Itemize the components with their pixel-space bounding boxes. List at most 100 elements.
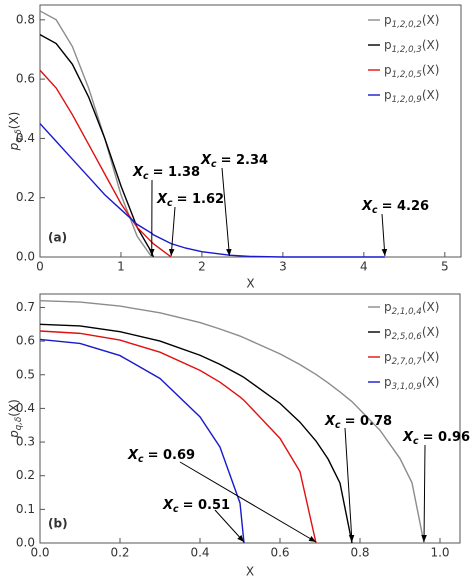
- annotation-arrow: [179, 461, 317, 543]
- annotation-part: c: [138, 454, 144, 465]
- y-tick-label: 0.2: [16, 468, 35, 482]
- x-tick-label: 0.8: [350, 546, 369, 560]
- series-line: [39, 323, 353, 544]
- legend-label: p2,5,0,6(X): [384, 325, 439, 342]
- legend-label: p3,1,0,9(X): [384, 375, 439, 392]
- annotation-part: = 0.78: [345, 414, 393, 429]
- legend-label-part: (X): [422, 88, 440, 102]
- legend-label-part: p: [384, 88, 392, 102]
- legend-label-part: 2,1,0,4: [392, 307, 422, 317]
- x-tick-label: 0.4: [190, 546, 209, 560]
- annotation: Xc = 1.62: [156, 192, 224, 209]
- annotation-arrow: [168, 206, 176, 257]
- x-tick-label: 1: [117, 260, 125, 274]
- annotation-arrow: [381, 213, 388, 257]
- legend-label-part: (X): [422, 300, 440, 314]
- y-axis-label-part: q,δ: [14, 129, 24, 143]
- y-tick-label: 0.7: [16, 300, 35, 314]
- annotation-arrow: [214, 509, 245, 543]
- legend-label-part: p: [384, 13, 392, 27]
- series-line: [39, 338, 245, 544]
- y-tick-label: 0.4: [16, 131, 35, 145]
- annotation-part: c: [335, 420, 341, 431]
- x-tick-label: 2: [198, 260, 206, 274]
- series-line: [39, 123, 385, 258]
- annotation-part: c: [211, 159, 217, 170]
- legend-label: p1,2,0,3(X): [384, 38, 439, 55]
- annotation-part: = 0.96: [423, 430, 471, 445]
- series-line: [39, 10, 153, 258]
- y-tick-label: 0.5: [16, 367, 35, 381]
- legend-label-part: (X): [422, 63, 440, 77]
- legend-label-part: 1,2,0,3: [392, 45, 422, 55]
- y-axis-label-part: q,δ: [14, 417, 24, 431]
- annotation-part: c: [167, 198, 173, 209]
- x-tick-label: 1.0: [430, 546, 449, 560]
- legend-label-part: 2,5,0,6: [392, 332, 423, 342]
- annotation-part: c: [173, 504, 179, 515]
- annotation-part: X: [156, 192, 168, 207]
- plot-frame: [39, 4, 462, 258]
- annotation-part: X: [162, 498, 174, 513]
- legend-label-part: p: [384, 350, 392, 364]
- legend-label-part: 1,2,0,5: [392, 70, 423, 80]
- x-axis-label: X: [246, 277, 254, 291]
- y-axis-label-part: (X): [7, 399, 21, 417]
- y-tick-label: 0.8: [16, 12, 35, 26]
- y-tick-label: 0.6: [16, 334, 35, 348]
- legend-label-part: p: [384, 300, 392, 314]
- legend-label: p1,2,0,9(X): [384, 88, 439, 105]
- legend-label-part: p: [384, 63, 392, 77]
- annotation: Xc = 0.96: [402, 430, 470, 447]
- annotation: Xc = 1.38: [132, 165, 200, 182]
- annotation-part: X: [361, 199, 373, 214]
- legend-label-part: p: [384, 38, 392, 52]
- x-tick-label: 0.0: [30, 546, 49, 560]
- annotation-arrow: [421, 444, 427, 543]
- legend-label-part: (X): [422, 375, 440, 389]
- y-tick-label: 0.2: [16, 190, 35, 204]
- y-tick-label: 0.6: [16, 72, 35, 86]
- series-line: [39, 69, 172, 258]
- legend-label-part: 2,7,0,7: [392, 357, 423, 367]
- series-line: [39, 300, 425, 544]
- y-axis-label: pq,δ(X): [7, 399, 24, 439]
- annotation-part: c: [413, 436, 419, 447]
- annotation-part: c: [143, 171, 149, 182]
- annotation-arrow: [344, 427, 355, 543]
- y-axis-label: pq,δ(X): [7, 112, 24, 152]
- legend-label: p2,1,0,4(X): [384, 300, 439, 317]
- panel-label: (a): [48, 231, 67, 245]
- legend-label-part: 3,1,0,9: [392, 382, 422, 392]
- legend-label-part: p: [384, 325, 392, 339]
- y-tick-label: 0.0: [16, 536, 35, 550]
- x-tick-label: 4: [360, 260, 368, 274]
- legend-label-part: 1,2,0,9: [392, 95, 422, 105]
- x-tick-label: 0.6: [270, 546, 289, 560]
- legend-label-part: (X): [422, 350, 440, 364]
- legend-label-part: (X): [422, 13, 440, 27]
- y-tick-label: 0.3: [16, 435, 35, 449]
- annotation-part: X: [127, 448, 139, 463]
- annotation-part: = 2.34: [221, 153, 269, 168]
- annotation-part: X: [402, 430, 414, 445]
- y-tick-label: 0.1: [16, 502, 35, 516]
- y-axis-label-part: p: [7, 142, 21, 151]
- legend-label: p1,2,0,2(X): [384, 13, 439, 30]
- y-axis-label-part: (X): [7, 112, 21, 130]
- y-tick-label: 0.4: [16, 401, 35, 415]
- annotation: Xc = 0.69: [127, 448, 195, 465]
- annotation-part: = 0.51: [183, 498, 231, 513]
- y-axis-label-part: p: [7, 430, 21, 439]
- annotation-part: c: [372, 205, 378, 216]
- annotation-part: X: [200, 153, 212, 168]
- x-tick-label: 5: [441, 260, 449, 274]
- x-tick-label: 0: [36, 260, 44, 274]
- y-tick-label: 0.0: [16, 250, 35, 264]
- x-tick-label: 3: [279, 260, 287, 274]
- series-line: [39, 34, 155, 258]
- annotation-part: = 1.62: [177, 192, 225, 207]
- legend-label-part: (X): [422, 325, 440, 339]
- annotation-part: = 1.38: [153, 165, 201, 180]
- annotation-arrow: [221, 167, 232, 257]
